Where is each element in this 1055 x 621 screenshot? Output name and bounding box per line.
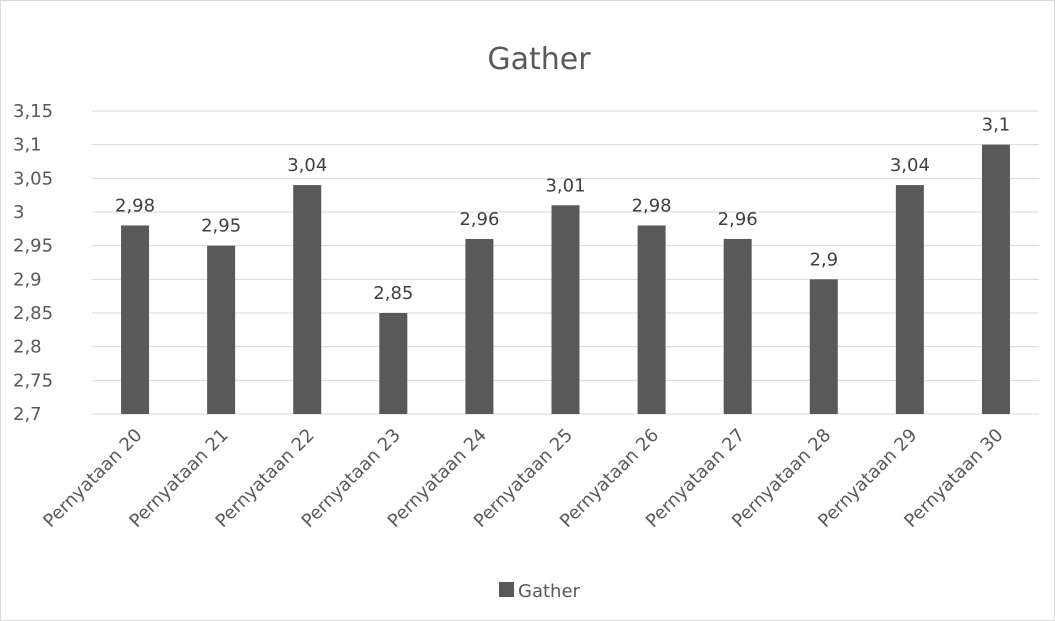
y-tick-label: 3 xyxy=(13,202,24,223)
bar xyxy=(981,144,1010,414)
data-label: 2,9 xyxy=(809,249,838,270)
y-tick-label: 2,75 xyxy=(13,370,53,391)
bar xyxy=(723,238,752,414)
data-label: 2,96 xyxy=(718,209,758,230)
data-label: 2,98 xyxy=(115,195,155,216)
y-tick-label: 3,1 xyxy=(13,135,42,156)
y-tick-label: 3,05 xyxy=(13,168,53,189)
y-tick-label: 2,9 xyxy=(13,269,42,290)
bars xyxy=(121,144,1010,414)
bar xyxy=(293,185,322,414)
bar xyxy=(895,185,924,414)
bar xyxy=(551,205,580,414)
data-labels: 2,98 2,95 3,04 2,85 2,96 3,01 2,98 2,96 2,9 3,04 3… xyxy=(115,115,1010,304)
chart-title: Gather xyxy=(487,42,591,77)
bar xyxy=(379,313,408,414)
legend-label-gather: Gather xyxy=(518,581,581,602)
bar xyxy=(207,245,236,414)
bar xyxy=(637,225,666,414)
y-tick-label: 3,15 xyxy=(13,101,53,122)
data-label: 2,85 xyxy=(373,283,413,304)
y-axis-tick-labels: 2,7 2,75 2,8 2,85 2,9 2,95 3 3,05 3,1 3,15 xyxy=(13,101,53,425)
y-tick-label: 2,8 xyxy=(13,337,42,358)
legend: Gather xyxy=(499,581,581,602)
bar xyxy=(465,238,494,414)
data-label: 3,01 xyxy=(545,175,585,196)
data-label: 2,98 xyxy=(632,195,672,216)
legend-swatch xyxy=(499,582,514,597)
bar xyxy=(809,279,838,414)
data-label: 3,04 xyxy=(287,155,327,176)
data-label: 2,96 xyxy=(459,209,499,230)
y-tick-label: 2,85 xyxy=(13,303,53,324)
y-tick-label: 2,95 xyxy=(13,236,53,257)
y-tick-label: 2,7 xyxy=(13,404,42,425)
data-label: 3,04 xyxy=(890,155,930,176)
bar xyxy=(121,225,150,414)
data-label: 3,1 xyxy=(982,115,1011,136)
data-label: 2,95 xyxy=(201,216,241,237)
